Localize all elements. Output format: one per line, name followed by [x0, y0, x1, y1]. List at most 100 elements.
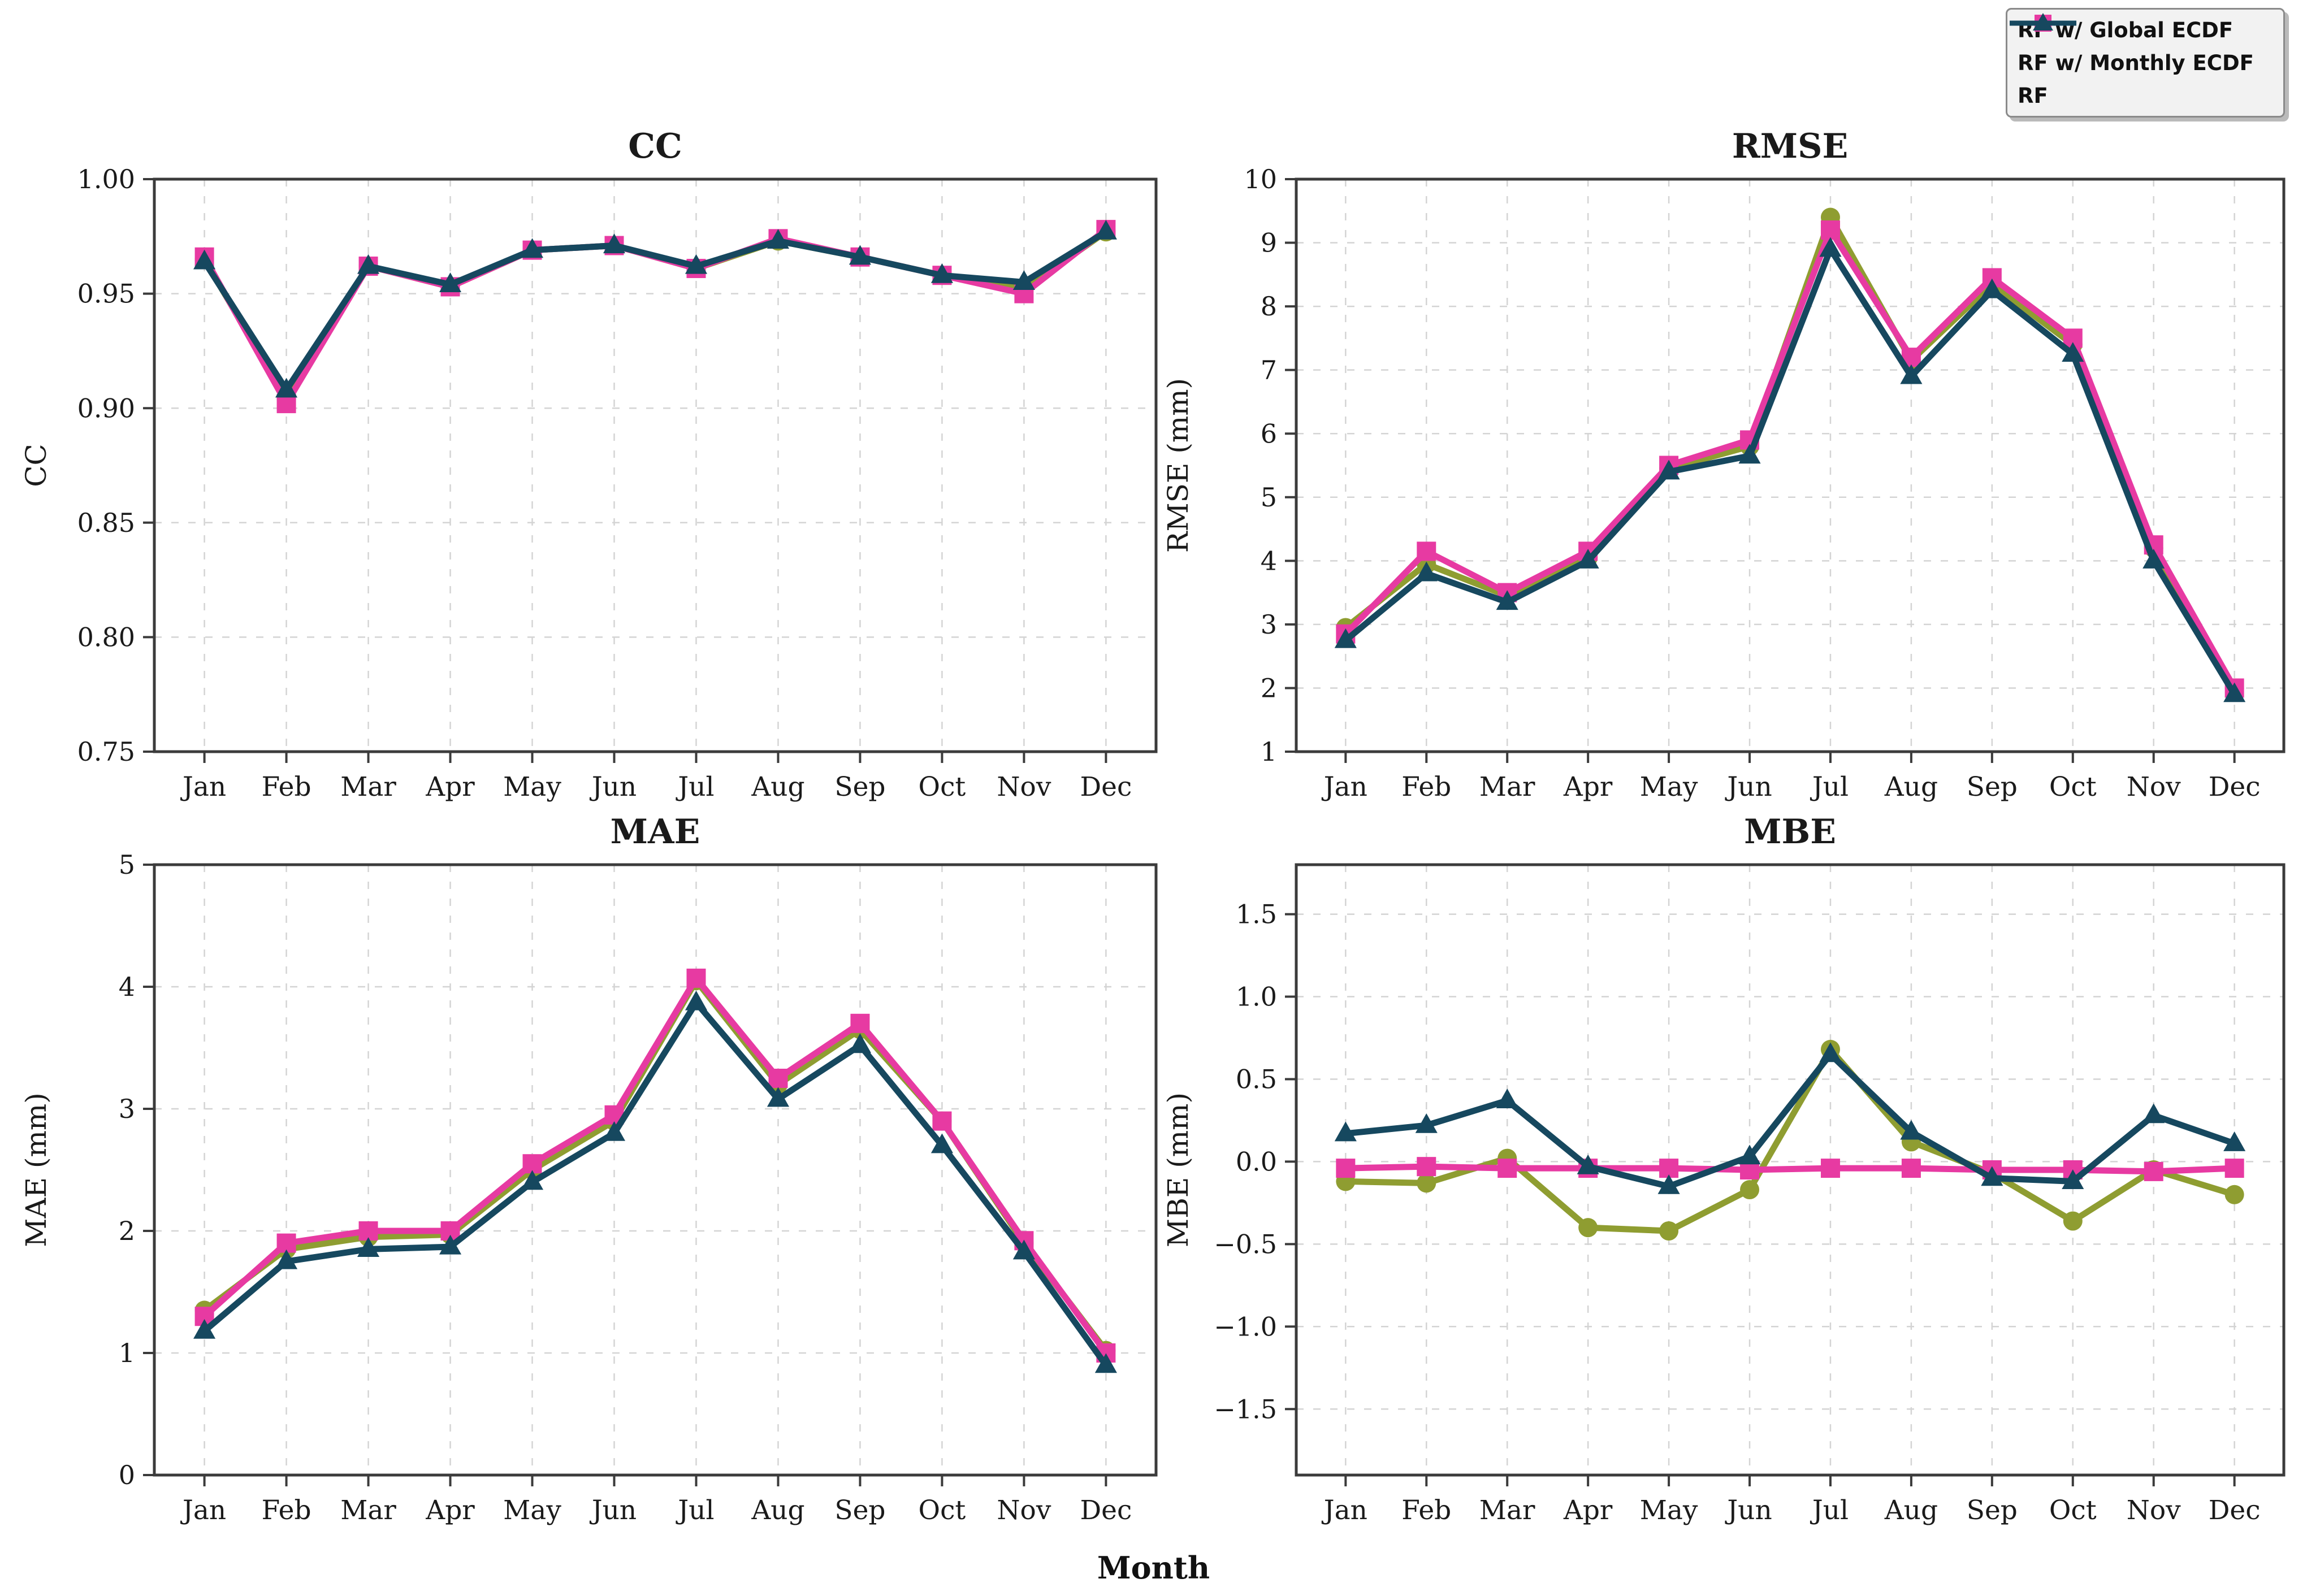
- x-tick-label: Mar: [340, 1495, 396, 1526]
- y-tick-label: 1.5: [1236, 899, 1277, 930]
- plot-border: [153, 863, 1158, 1477]
- y-tick-label: 0: [119, 1460, 135, 1490]
- x-axis-label: Month: [1097, 1550, 1210, 1586]
- series-line: [1342, 1046, 2238, 1234]
- x-tick-label: Nov: [997, 1495, 1051, 1526]
- x-tick-label: Feb: [1401, 1495, 1451, 1526]
- x-tick-label: Jul: [1810, 1495, 1849, 1526]
- series-line: [1342, 246, 2238, 698]
- x-tick-label: May: [1640, 771, 1698, 803]
- x-tick-label: Aug: [1884, 1495, 1938, 1526]
- series-line: [1342, 227, 2238, 691]
- y-tick-label: 6: [1261, 418, 1277, 449]
- series-rf: [1334, 237, 2246, 702]
- chart-cc: 0.750.800.850.900.951.00 Jan Feb Mar Apr May J…: [20, 127, 1158, 803]
- series-rf-w-monthly-ecdf: [1336, 1157, 2244, 1181]
- chart-rmse: 1 2 3 4 5 6 7 8 9 10 Jan Feb Mar Apr May Jun Jul Aug Sep Oc…: [1162, 127, 2286, 803]
- y-tick-label: 4: [1261, 545, 1277, 576]
- x-tick-label: Nov: [997, 771, 1051, 803]
- x-tick-label: Jul: [1810, 771, 1849, 803]
- x-tick-label: Jun: [1725, 771, 1772, 803]
- y-tick-label: 0.85: [77, 508, 135, 538]
- y-tick-label: 7: [1261, 355, 1277, 385]
- x-tick-label: Apr: [1563, 1495, 1613, 1526]
- x-tick-label: Feb: [262, 1495, 311, 1526]
- y-axis: 0.75 0.80 0.85 0.90 0.95 1.00: [77, 164, 154, 767]
- x-tick-label: Nov: [2127, 1495, 2181, 1526]
- y-tick-label: 4: [119, 972, 135, 1002]
- chart-title: RMSE: [1732, 127, 1848, 166]
- y-tick-label: −1.5: [1214, 1394, 1277, 1424]
- legend: RF w/ Global ECDF RF w/ Monthly ECDF RF: [2006, 8, 2285, 118]
- x-tick-label: Aug: [751, 1495, 804, 1526]
- x-tick-label: Jan: [180, 1495, 226, 1526]
- series-rf: [193, 219, 1117, 398]
- x-tick-label: Sep: [834, 771, 885, 803]
- triangle-marker-icon: [2010, 13, 2076, 31]
- x-tick-label: Oct: [919, 1495, 966, 1526]
- series-rf-w-global-ecdf: [1336, 1039, 2244, 1241]
- x-tick-label: May: [503, 1495, 561, 1526]
- x-tick-label: Jan: [1322, 1495, 1367, 1526]
- y-tick-label: 1.0: [1236, 982, 1277, 1012]
- y-tick-label: 3: [1261, 609, 1277, 640]
- x-tick-label: Mar: [340, 771, 396, 803]
- plot-border: [1295, 863, 2286, 1477]
- y-tick-label: 0.0: [1236, 1147, 1277, 1177]
- x-tick-label: Dec: [2209, 1495, 2261, 1526]
- y-tick-label: 1: [1261, 736, 1277, 767]
- chart-mae: 0 1 2 3 4 5 Jan Feb Mar Apr May Jun Jul Aug Sep Oct Nov D…: [20, 812, 1158, 1526]
- y-axis: 0 1 2 3 4 5: [119, 849, 154, 1490]
- gridlines: [154, 178, 1156, 753]
- x-tick-label: Jun: [590, 1495, 637, 1526]
- gridlines: [1296, 178, 2284, 753]
- y-tick-label: 10: [1244, 164, 1277, 194]
- y-axis: −1.5 −1.0 −0.5 0.0 0.5 1.0 1.5: [1214, 899, 1296, 1424]
- x-tick-label: Apr: [425, 1495, 475, 1526]
- y-tick-label: 1: [119, 1338, 135, 1368]
- legend-item-rf: RF: [2010, 13, 2273, 110]
- x-tick-label: Feb: [1401, 771, 1451, 803]
- y-tick-label: 5: [1261, 482, 1277, 513]
- y-axis: 1 2 3 4 5 6 7 8 9 10: [1244, 164, 1296, 767]
- series-line: [201, 975, 1109, 1356]
- series-rf: [1334, 1042, 2246, 1194]
- y-tick-label: 8: [1261, 291, 1277, 322]
- x-tick-label: Mar: [1479, 1495, 1535, 1526]
- x-tick-label: Sep: [1967, 1495, 2018, 1526]
- x-tick-label: Jan: [180, 771, 226, 803]
- series-line: [201, 999, 1109, 1369]
- series-rf-w-monthly-ecdf: [1336, 220, 2244, 698]
- x-axis: Jan Feb Mar Apr May Jun Jul Aug Sep Oct Nov Dec: [1322, 752, 2261, 803]
- y-axis-label: RMSE (mm): [1162, 378, 1194, 553]
- x-tick-label: Oct: [2049, 1495, 2097, 1526]
- plot-border: [153, 177, 1158, 753]
- x-tick-label: May: [1640, 1495, 1698, 1526]
- x-axis: Jan Feb Mar Apr May Jun Jul Aug Sep Oct Nov Dec: [180, 752, 1132, 803]
- x-tick-label: Aug: [1884, 771, 1938, 803]
- series-line: [1342, 214, 2238, 691]
- series-line: [1342, 1163, 2238, 1175]
- series-line: [201, 228, 1109, 393]
- x-tick-label: Dec: [2209, 771, 2261, 803]
- x-tick-label: Dec: [1080, 1495, 1132, 1526]
- y-tick-label: 3: [119, 1094, 135, 1124]
- chart-title: MBE: [1744, 812, 1836, 852]
- x-tick-label: Sep: [1967, 771, 2018, 803]
- x-tick-label: Nov: [2127, 771, 2181, 803]
- legend-label: RF w/ Monthly ECDF: [2018, 50, 2254, 75]
- y-tick-label: −0.5: [1214, 1229, 1277, 1259]
- x-tick-label: Jan: [1322, 771, 1367, 803]
- series-line: [1342, 1051, 2238, 1190]
- series-rf-w-monthly-ecdf: [194, 968, 1116, 1363]
- y-tick-label: 2: [119, 1216, 135, 1246]
- y-axis-label: MAE (mm): [20, 1092, 53, 1247]
- series-rf: [193, 990, 1117, 1373]
- y-tick-label: 5: [119, 849, 135, 880]
- x-tick-label: Sep: [834, 1495, 885, 1526]
- plot-border: [1295, 177, 2286, 753]
- x-tick-label: Jul: [676, 1495, 714, 1526]
- y-tick-label: 0.75: [77, 736, 135, 767]
- y-tick-label: −1.0: [1214, 1311, 1277, 1342]
